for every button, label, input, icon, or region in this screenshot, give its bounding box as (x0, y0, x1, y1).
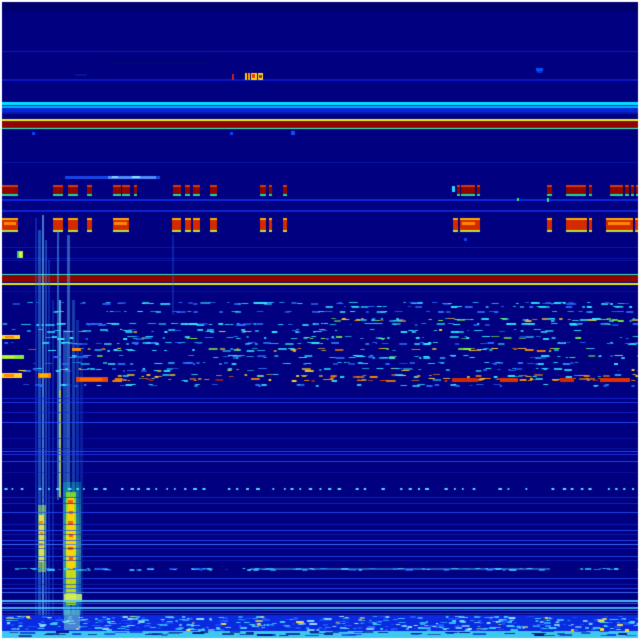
spectrogram-heatmap (0, 0, 640, 640)
spectrogram-figure (0, 0, 640, 640)
